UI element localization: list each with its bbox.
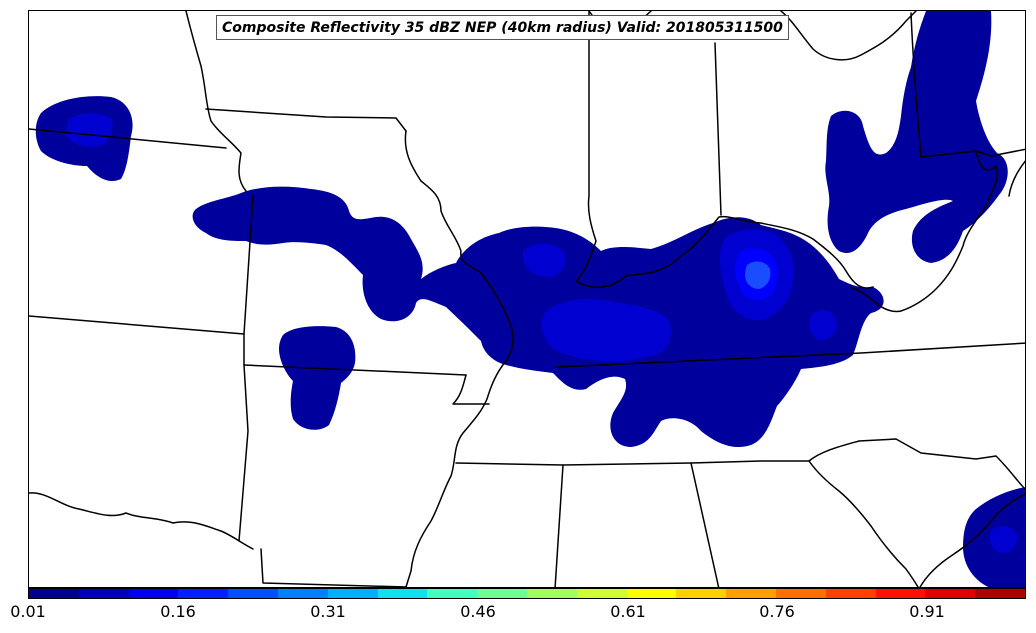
boundary-ks-ok	[243, 364, 467, 376]
boundary-sd-ne	[29, 315, 245, 335]
nep-region-ohio-pennsylvania	[825, 11, 1008, 263]
colorbar-tick-label: 0.46	[460, 602, 496, 621]
map-title-box: Composite Reflectivity 35 dBZ NEP (40km …	[216, 15, 789, 40]
boundary-ms-al	[554, 464, 564, 587]
boundary-nc-sc	[808, 438, 1025, 491]
nep-region-carolina-core	[989, 526, 1018, 554]
boundary-nd-mn-canada	[29, 128, 227, 149]
boundary-ga-sc	[808, 460, 919, 587]
colorbar-swatch	[875, 589, 926, 598]
boundary-mo-west	[238, 195, 254, 542]
colorbar-swatch	[78, 589, 129, 598]
boundary-mn-wi-river	[185, 11, 247, 192]
nep-region-north-dakota-core	[65, 113, 113, 147]
map-title: Composite Reflectivity 35 dBZ NEP (40km …	[222, 19, 783, 36]
colorbar-tick-label: 0.31	[310, 602, 346, 621]
colorbar-swatch	[29, 589, 79, 598]
probability-fields	[35, 11, 1025, 587]
colorbar-swatch	[676, 589, 727, 598]
colorbar-swatch	[626, 589, 677, 598]
colorbar-swatch	[925, 589, 976, 598]
nep-region-kentucky-east-peak	[745, 261, 771, 289]
colorbar-swatch	[526, 589, 577, 598]
colorbar	[28, 588, 1026, 599]
boundary-ky-tn	[555, 342, 1025, 368]
boundaries	[29, 11, 1025, 587]
colorbar-tick-label: 0.01	[10, 602, 46, 621]
colorbar-swatch	[377, 589, 428, 598]
nep-region-illinois-small-core	[522, 243, 566, 277]
boundary-ok-tx-red-river	[29, 492, 254, 550]
nep-region-oklahoma-arkansas	[279, 326, 356, 430]
boundary-tn-south	[455, 460, 810, 466]
boundary-tx-panhandle	[260, 548, 407, 587]
nep-region-kentucky-tennessee-core	[541, 299, 672, 362]
colorbar-swatch	[128, 589, 179, 598]
colorbar-swatch	[477, 589, 527, 598]
boundary-wv-va	[850, 150, 998, 313]
probability-map	[29, 11, 1025, 587]
boundary-il-in	[575, 11, 597, 282]
map-panel	[28, 10, 1026, 588]
colorbar-swatch	[726, 589, 776, 598]
boundary-ar-ms-river	[405, 360, 507, 587]
colorbar-tick-label: 0.16	[160, 602, 196, 621]
colorbar-swatch	[427, 589, 478, 598]
colorbar-swatch	[178, 589, 229, 598]
boundary-ar-west	[452, 374, 490, 405]
boundary-ohio-river	[575, 215, 874, 289]
boundary-al-ga	[690, 462, 720, 587]
boundary-in-oh	[714, 42, 722, 216]
colorbar-tick-label: 0.76	[759, 602, 795, 621]
boundary-ia-mo-north	[205, 108, 407, 132]
colorbar-swatch	[825, 589, 876, 598]
boundary-sc-coast	[919, 493, 1025, 587]
boundary-il-mississippi	[404, 130, 514, 362]
colorbar-tick-label: 0.91	[909, 602, 945, 621]
boundary-lake-erie	[780, 11, 917, 61]
colorbar-swatch	[576, 589, 627, 598]
boundary-md-va	[1008, 160, 1025, 197]
colorbar-swatch	[775, 589, 826, 598]
boundary-pa-oh	[910, 12, 1025, 158]
colorbar-swatch	[327, 589, 378, 598]
colorbar-swatch	[228, 589, 278, 598]
nep-region-missouri-band	[192, 186, 884, 448]
colorbar-swatch	[277, 589, 328, 598]
nep-region-virginia-core	[809, 310, 837, 341]
colorbar-swatch	[975, 589, 1025, 598]
colorbar-tick-label: 0.61	[610, 602, 646, 621]
